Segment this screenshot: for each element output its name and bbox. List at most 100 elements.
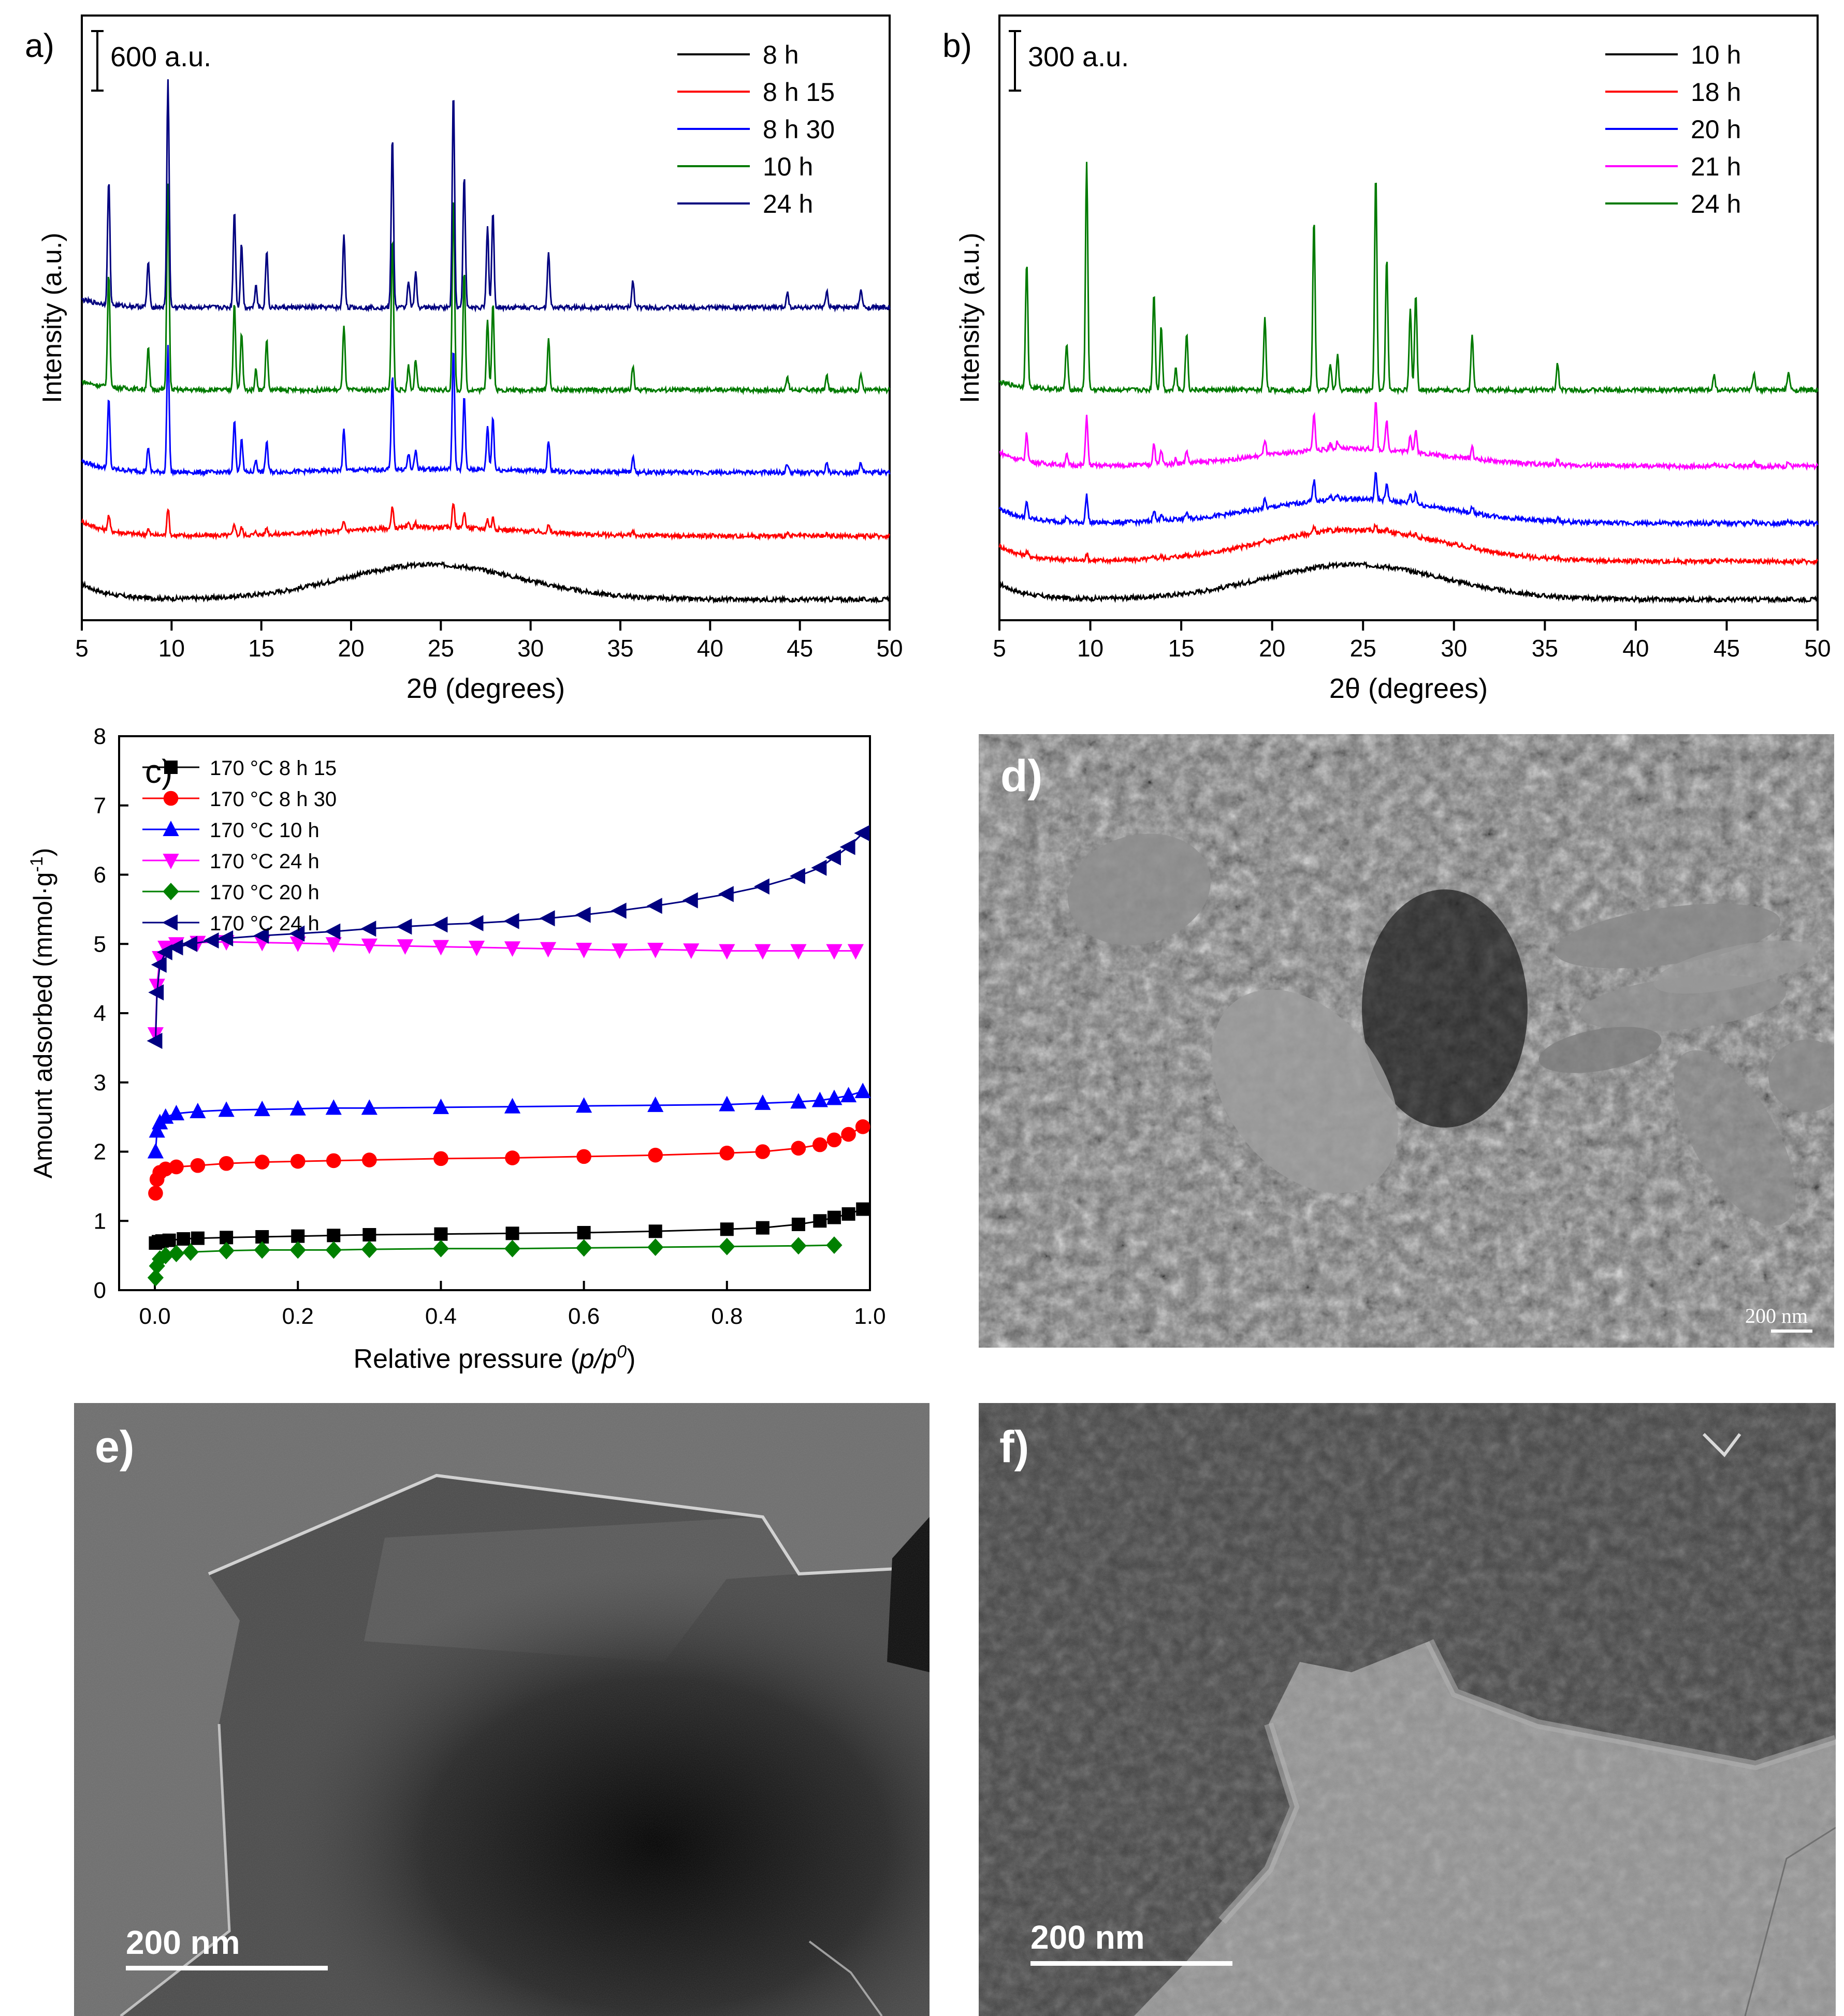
- data-point: [325, 923, 341, 940]
- data-point: [156, 944, 172, 960]
- tem-image-e: e) 200 nm: [74, 1403, 930, 2016]
- data-point: [151, 956, 167, 973]
- data-point: [503, 913, 519, 929]
- data-point: [254, 1101, 270, 1116]
- data-point: [755, 1144, 771, 1159]
- data-point: [157, 1247, 174, 1265]
- sem-image-d: d) 200 nm: [979, 734, 1834, 1348]
- data-point: [576, 942, 592, 958]
- y-tick-label: 0: [94, 1278, 106, 1303]
- legend-label: 170 °C 24 h: [210, 912, 320, 935]
- legend-label: 170 °C 24 h: [210, 850, 320, 873]
- data-point: [539, 910, 555, 927]
- x-tick-label: 30: [517, 635, 544, 662]
- data-point: [190, 1158, 206, 1173]
- panel-letter-e: e): [95, 1422, 135, 1472]
- x-tick-label: 30: [1441, 635, 1467, 662]
- data-point: [719, 1095, 735, 1112]
- tem-image-f: f) 200 nm: [979, 1403, 1836, 2016]
- legend-label: 170 °C 8 h 30: [210, 788, 337, 811]
- series-line: [998, 472, 1819, 529]
- data-point: [254, 1155, 270, 1170]
- tem-texture-e: [74, 1403, 930, 2016]
- y-tick-label: 3: [94, 1070, 106, 1095]
- xrd-chart-b: 5 10 15 20 25 30 35 40 45 50 2θ (degrees) Intensity…: [942, 14, 1831, 704]
- data-point: [505, 1150, 520, 1165]
- data-point: [218, 1241, 235, 1260]
- data-point: [753, 878, 769, 895]
- sem-texture: [979, 734, 1834, 1348]
- x-tick-label: 0.2: [282, 1304, 314, 1329]
- data-point: [811, 1091, 828, 1107]
- data-point: [790, 1237, 807, 1255]
- data-point: [147, 1032, 163, 1049]
- data-point: [648, 1224, 662, 1238]
- x-tick-label: 50: [1804, 635, 1831, 662]
- legend-marker: [162, 914, 178, 931]
- x-tick-label: 5: [993, 635, 1006, 662]
- scalebar-e: [126, 1966, 328, 1970]
- data-point: [827, 1210, 841, 1224]
- x-tick-label: 10: [1077, 635, 1104, 662]
- data-point: [790, 944, 807, 960]
- series-line: [998, 522, 1819, 566]
- data-point: [289, 936, 306, 952]
- data-point: [360, 921, 376, 937]
- y-tick-label: 2: [94, 1140, 106, 1165]
- x-tick-label: 25: [1350, 635, 1376, 662]
- data-point: [854, 1083, 871, 1099]
- data-point: [791, 1141, 806, 1156]
- x-tick-label: 15: [1168, 635, 1195, 662]
- x-tick-label: 1.0: [854, 1304, 885, 1329]
- data-point: [840, 1087, 857, 1103]
- data-point: [182, 936, 198, 952]
- data-point: [217, 930, 234, 947]
- data-point: [361, 938, 377, 954]
- legend-marker: [163, 854, 179, 869]
- data-point: [468, 940, 485, 956]
- data-point: [576, 1239, 592, 1257]
- data-point: [362, 1228, 376, 1241]
- legend-marker: [164, 761, 178, 774]
- data-point: [504, 1239, 521, 1258]
- data-point: [856, 1202, 870, 1216]
- series-line: [999, 561, 1819, 604]
- data-point: [855, 1119, 870, 1134]
- data-point: [361, 1099, 377, 1115]
- data-point: [325, 1099, 342, 1115]
- data-point: [504, 1098, 521, 1114]
- series-line: [81, 561, 891, 604]
- data-point: [289, 1100, 306, 1116]
- data-point: [147, 1143, 164, 1159]
- data-point: [790, 1093, 807, 1109]
- data-point: [219, 1156, 234, 1171]
- data-point: [433, 1151, 448, 1166]
- x-tick-label: 50: [876, 635, 903, 662]
- data-point: [289, 925, 305, 942]
- legend-label: 8 h 15: [763, 78, 835, 107]
- xrd-chart-a: 5 10 15 20 25 30 35 40 45 50 2θ (degrees) Intensity…: [25, 14, 903, 704]
- x-axis-label: Relative pressure (p/p0): [354, 1342, 636, 1374]
- scalebar-d: [1771, 1330, 1812, 1333]
- data-point: [646, 898, 662, 914]
- x-tick-label: 25: [428, 635, 454, 662]
- data-point: [326, 1153, 341, 1168]
- data-point: [253, 927, 269, 944]
- isotherm-chart-c: 0.0 0.2 0.4 0.6 0.8 1.0 0 1 2 3 4 5 6 7 8 Relative pres…: [27, 724, 886, 1374]
- data-point: [790, 868, 805, 884]
- data-point: [540, 942, 557, 958]
- data-point: [396, 918, 412, 935]
- x-tick-label: 15: [248, 635, 274, 662]
- data-point: [468, 915, 484, 931]
- series-line: [81, 183, 891, 396]
- data-point: [576, 1149, 591, 1164]
- x-tick-label: 45: [787, 635, 813, 662]
- legend-label: 10 h: [763, 152, 813, 181]
- series-line: [81, 345, 891, 478]
- legend-label: 21 h: [1691, 152, 1741, 181]
- data-point: [841, 1207, 855, 1221]
- scale-bar-label: 300 a.u.: [1028, 41, 1129, 72]
- xrd-panel-a: 5 10 15 20 25 30 35 40 45 50 2θ (degrees) Intensity…: [0, 0, 922, 725]
- data-point: [325, 1241, 342, 1259]
- data-point: [325, 937, 342, 953]
